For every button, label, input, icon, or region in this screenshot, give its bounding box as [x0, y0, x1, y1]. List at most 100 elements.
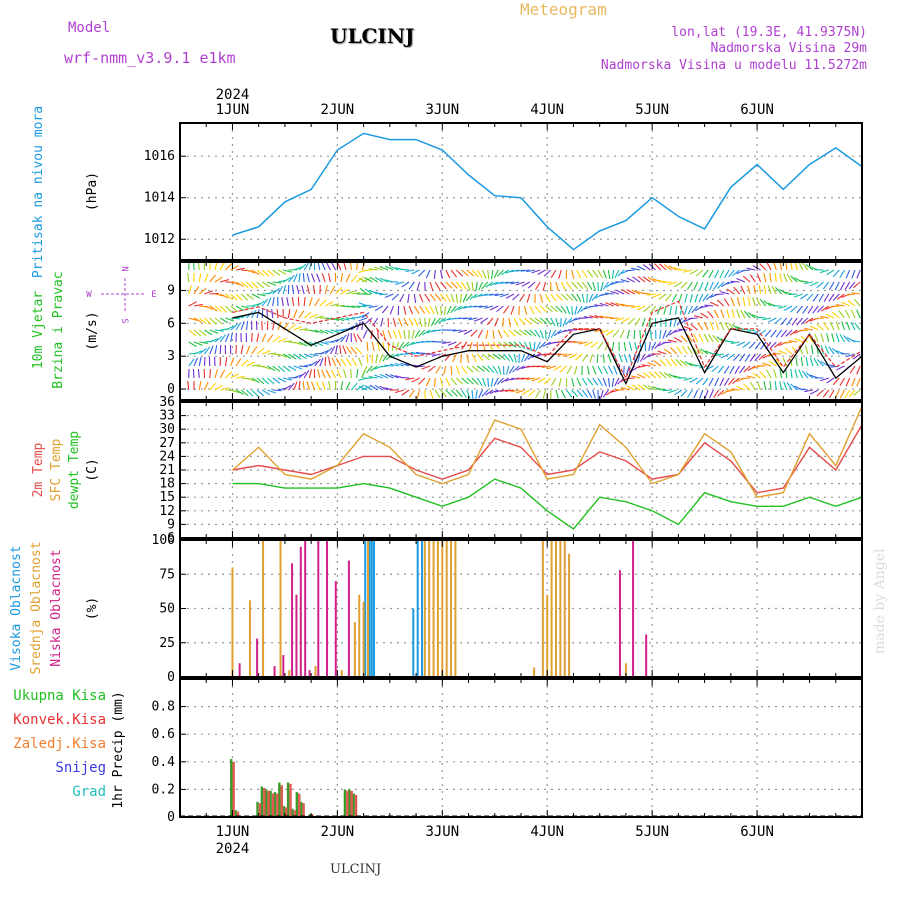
wind-arrow — [798, 261, 804, 271]
wind-arrow — [529, 341, 532, 351]
wind-arrow — [706, 293, 714, 301]
wind-arrow — [384, 265, 394, 271]
wind-arrow — [657, 279, 667, 283]
wind-arrow — [335, 345, 338, 355]
wind-arrow — [398, 341, 405, 350]
wind-arrow — [335, 329, 345, 332]
wind-arrow — [188, 329, 197, 337]
wind-arrow — [723, 365, 730, 374]
wind-arrow — [309, 360, 318, 367]
wind-arrow — [663, 264, 672, 271]
wind-arrow — [686, 334, 693, 343]
wind-arrow — [485, 389, 494, 396]
wind-arrow — [293, 381, 298, 391]
wind-arrow — [527, 353, 536, 360]
wind-arrow — [362, 329, 368, 339]
ytick-label-pressure: 1016 — [144, 149, 175, 164]
wind-arrow — [535, 389, 541, 399]
wind-arrow — [683, 377, 693, 381]
wind-arrow — [739, 365, 746, 374]
wind-arrow — [402, 341, 410, 349]
wind-arrow — [710, 301, 719, 307]
wind-arrow — [398, 317, 403, 327]
high-cloud-bar — [412, 608, 415, 677]
low-cloud-bar — [295, 594, 298, 677]
wind-arrow — [319, 357, 324, 367]
wind-arrow — [699, 281, 704, 291]
wind-arrow — [368, 375, 378, 379]
wind-arrow — [193, 341, 203, 346]
wind-arrow — [555, 389, 559, 399]
wind-arrow — [505, 389, 515, 392]
wind-arrow — [424, 305, 431, 314]
wind-arrow — [298, 365, 308, 368]
wind-arrow — [400, 362, 410, 367]
wind-arrow — [630, 267, 641, 271]
wind-arrow — [328, 381, 331, 391]
wind-arrow — [302, 380, 305, 391]
wind-arrow — [520, 377, 530, 380]
wind-arrow — [463, 329, 473, 335]
wind-arrow — [773, 341, 782, 348]
wind-arrow — [594, 315, 604, 319]
wind-arrow — [740, 285, 746, 295]
wind-arrow — [384, 364, 394, 367]
wind-arrow — [793, 293, 803, 298]
wind-arrow — [245, 321, 249, 331]
wind-arrow — [547, 329, 552, 339]
wind-arrow — [676, 317, 683, 326]
wind-arrow — [303, 353, 313, 359]
wind-arrow — [241, 305, 250, 310]
wind-arrow — [848, 389, 856, 398]
wind-arrow — [272, 297, 275, 307]
low-cloud-bar — [291, 563, 294, 677]
bottom-year-label: 2024 — [216, 841, 250, 857]
wind-arrow — [336, 369, 342, 379]
model-label: Model — [68, 20, 111, 36]
wind-arrow — [736, 297, 741, 307]
wind-arrow — [822, 281, 830, 290]
wind-arrow — [331, 357, 337, 367]
wind-arrow — [204, 290, 214, 295]
wind-arrow — [699, 365, 709, 369]
wind-arrow — [510, 269, 520, 273]
wind-arrow — [198, 287, 207, 295]
wind-arrow — [625, 377, 635, 380]
wind-arrow — [783, 273, 788, 283]
wind-arrow — [235, 281, 245, 287]
wind-arrow — [361, 277, 371, 283]
compass-north: N — [119, 266, 129, 271]
wind-arrow — [696, 347, 704, 355]
wind-arrow — [214, 276, 223, 283]
wind-arrow — [558, 377, 562, 387]
wind-arrow — [225, 263, 233, 271]
wind-arrow — [203, 273, 209, 283]
wind-arrow — [351, 305, 361, 309]
wind-arrow — [361, 385, 371, 391]
wind-arrow — [272, 336, 281, 343]
wind-arrow — [602, 281, 609, 290]
wind-arrow — [704, 389, 709, 399]
wind-arrow — [816, 305, 824, 313]
wind-arrow — [571, 293, 578, 302]
wind-arrow — [694, 293, 699, 303]
wind-arrow — [800, 293, 809, 300]
wind-arrow — [634, 341, 638, 351]
mid-cloud-bar — [279, 540, 282, 677]
wind-arrow — [256, 347, 265, 355]
wind-arrow — [387, 329, 392, 339]
wind-arrow — [500, 269, 510, 276]
wind-arrow — [768, 317, 777, 323]
wind-arrow — [335, 358, 342, 367]
wind-arrow — [457, 329, 467, 334]
wind-arrow — [802, 262, 809, 271]
wind-arrow — [235, 305, 245, 311]
mid-cloud-bar — [353, 622, 356, 677]
wind-arrow — [418, 377, 426, 385]
wind-arrow — [742, 341, 751, 348]
wind-arrow — [649, 329, 652, 340]
wind-arrow — [505, 365, 510, 375]
wind-arrow — [743, 365, 751, 373]
wind-arrow — [675, 358, 683, 367]
wind-arrow — [450, 389, 458, 397]
